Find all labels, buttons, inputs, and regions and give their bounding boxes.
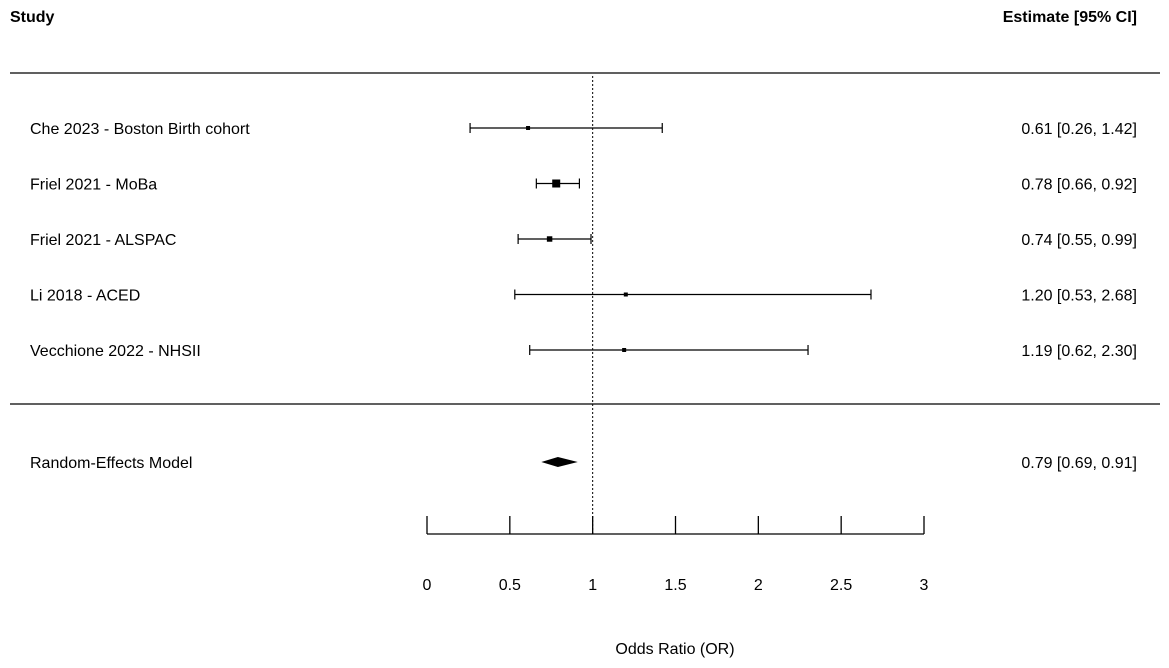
x-axis-tick-label: 3 [920,577,929,594]
estimate-column-header: Estimate [95% CI] [1003,9,1137,26]
point-estimate-marker [623,292,628,297]
point-estimate-marker [552,179,561,188]
x-axis-tick-label: 1.5 [664,577,686,594]
point-estimate-marker [546,236,553,242]
estimate-ci-text: 0.74 [0.55, 0.99] [1021,232,1137,249]
study-label: Friel 2021 - ALSPAC [30,232,176,249]
study-column-header: Study [10,9,55,26]
study-label: Che 2023 - Boston Birth cohort [30,121,250,138]
study-row: Che 2023 - Boston Birth cohort 0.61 [0.26… [30,121,1137,138]
x-axis: 0 0.5 1 1.5 2 2.5 3 [423,516,929,594]
study-label: Li 2018 - ACED [30,288,140,305]
study-label: Friel 2021 - MoBa [30,177,157,194]
study-row: Vecchione 2022 - NHSII 1.19 [0.62, 2.30] [30,343,1137,360]
summary-diamond [541,457,578,467]
x-axis-tick-label: 0 [423,577,432,594]
study-row: Friel 2021 - ALSPAC 0.74 [0.55, 0.99] [30,232,1137,249]
x-axis-tick-label: 2.5 [830,577,852,594]
summary-row: Random-Effects Model 0.79 [0.69, 0.91] [30,455,1137,472]
point-estimate-marker [526,126,531,130]
study-row: Friel 2021 - MoBa 0.78 [0.66, 0.92] [30,177,1137,194]
study-rows: Che 2023 - Boston Birth cohort 0.61 [0.26… [30,121,1137,360]
study-label: Vecchione 2022 - NHSII [30,343,201,360]
estimate-ci-text: 0.61 [0.26, 1.42] [1021,121,1137,138]
estimate-ci-text: 0.78 [0.66, 0.92] [1021,177,1137,194]
study-row: Li 2018 - ACED 1.20 [0.53, 2.68] [30,288,1137,305]
point-estimate-marker [622,348,627,352]
summary-estimate-text: 0.79 [0.69, 0.91] [1021,455,1137,472]
estimate-ci-text: 1.20 [0.53, 2.68] [1021,288,1137,305]
summary-label: Random-Effects Model [30,455,192,472]
estimate-ci-text: 1.19 [0.62, 2.30] [1021,343,1137,360]
x-axis-tick-label: 2 [754,577,763,594]
x-axis-tick-label: 1 [588,577,597,594]
x-axis-label: Odds Ratio (OR) [615,641,734,658]
x-axis-tick-label: 0.5 [499,577,521,594]
